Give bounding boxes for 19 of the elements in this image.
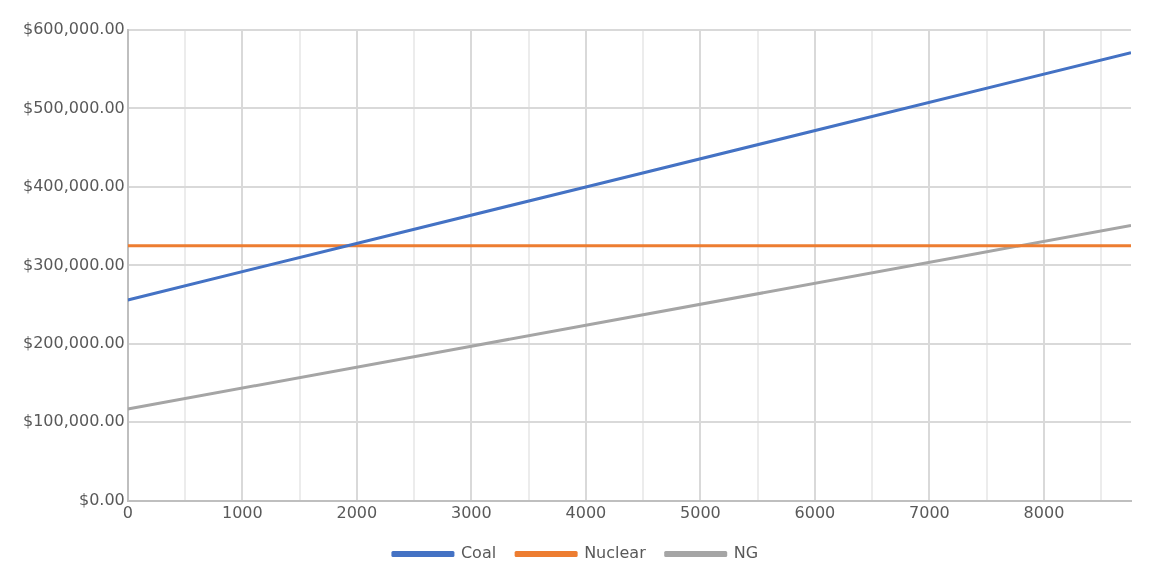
x-tick-label: 6000 [794, 502, 836, 522]
x-tick-label: 7000 [909, 502, 950, 522]
x-tick-label: 1000 [221, 502, 263, 522]
y-tick-label: $0.00 [78, 489, 125, 509]
y-tick-label: $100,000.00 [22, 411, 125, 431]
x-tick-label: 8000 [1023, 502, 1065, 522]
legend-label: NG [733, 543, 759, 563]
legend-label: Coal [460, 543, 497, 563]
x-tick-label: 4000 [565, 502, 607, 522]
legend-label: Nuclear [584, 543, 647, 563]
x-tick-label: 0 [122, 502, 133, 522]
x-tick-label: 2000 [336, 502, 378, 522]
x-tick-label: 3000 [451, 502, 492, 522]
y-tick-label: $600,000.00 [22, 19, 125, 39]
y-tick-label: $200,000.00 [22, 333, 125, 353]
y-tick-label: $400,000.00 [22, 176, 125, 196]
y-tick-label: $500,000.00 [22, 97, 125, 117]
x-tick-label: 5000 [680, 502, 721, 522]
y-tick-label: $300,000.00 [22, 254, 125, 274]
